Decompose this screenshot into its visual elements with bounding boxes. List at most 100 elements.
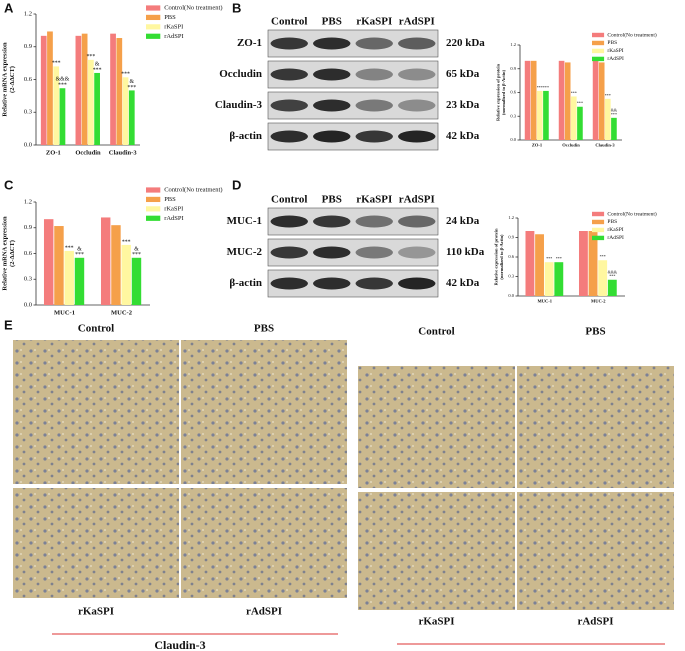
bar xyxy=(54,226,64,305)
y-axis-label: Relative mRNA expression xyxy=(1,216,8,291)
legend-label: Control(No treatment) xyxy=(164,186,222,193)
significance-label: *** xyxy=(122,239,131,245)
blot-band xyxy=(270,215,308,228)
x-tick-label: ZO-1 xyxy=(46,149,61,156)
image-title: rAdSPI xyxy=(577,616,613,628)
significance-label: & xyxy=(130,79,135,85)
blot-band xyxy=(270,130,308,143)
legend-swatch xyxy=(592,211,605,217)
y-tick-label: 0.0 xyxy=(24,301,32,308)
blot-size-label: 110 kDa xyxy=(446,246,485,258)
y-axis-label: Relative expression of protein xyxy=(493,228,498,285)
blot-band xyxy=(355,37,393,50)
blot-band xyxy=(313,37,351,50)
y-tick-label: 0.6 xyxy=(508,254,514,259)
legend-swatch xyxy=(592,48,605,54)
bar xyxy=(544,262,554,296)
blot-band xyxy=(398,68,436,81)
blot-band xyxy=(355,99,393,112)
significance-label: *** xyxy=(132,252,141,258)
legend-label: rAdSPI xyxy=(607,235,624,241)
bar xyxy=(564,62,571,140)
blot-size-label: 24 kDa xyxy=(446,215,480,227)
legend-label: rAdSPI xyxy=(164,33,184,40)
legend-label: rKaSPI xyxy=(607,48,623,54)
legend-swatch xyxy=(592,32,605,38)
y-axis-sublabel: (2-ΔΔCT) xyxy=(9,240,16,267)
legend-label: PBS xyxy=(164,14,176,21)
bar xyxy=(128,90,135,145)
bar xyxy=(571,96,577,140)
significance-label: *** xyxy=(52,61,61,67)
y-tick-label: 0.6 xyxy=(510,90,516,95)
group-label: Claudin-3 xyxy=(154,638,205,651)
bar xyxy=(74,257,85,305)
y-tick-label: 0.3 xyxy=(508,274,514,279)
significance-label: *** xyxy=(127,85,136,91)
legend-swatch xyxy=(146,196,161,203)
significance-label: *** xyxy=(537,85,543,90)
y-tick-label: 1.2 xyxy=(24,10,32,17)
panel-label: C xyxy=(4,177,14,192)
x-tick-label: Claudin-3 xyxy=(595,142,615,147)
x-tick-label: ZO-1 xyxy=(532,142,543,147)
y-tick-label: 1.2 xyxy=(510,42,516,47)
significance-label: &&& xyxy=(56,77,70,83)
blot-band xyxy=(270,246,308,259)
bar xyxy=(598,260,608,296)
blot-band xyxy=(313,68,351,81)
significance-label: *** xyxy=(93,67,102,73)
y-tick-label: 0.3 xyxy=(24,109,32,116)
legend-label: rKaSPI xyxy=(164,205,183,212)
y-tick-label: 0.0 xyxy=(24,141,32,148)
y-tick-label: 0.9 xyxy=(508,235,514,240)
group-label: MUC-2 xyxy=(497,648,536,651)
blot-band xyxy=(355,277,393,290)
bar xyxy=(592,60,599,141)
blot-protein-label: β-actin xyxy=(229,130,262,142)
bar xyxy=(64,250,74,305)
histology-image xyxy=(517,492,674,610)
image-title: PBS xyxy=(585,326,605,338)
legend-swatch xyxy=(592,227,605,233)
blot-band xyxy=(355,246,393,259)
bar xyxy=(588,231,598,296)
significance-label: *** xyxy=(86,54,95,60)
legend-label: rKaSPI xyxy=(607,227,623,233)
bar xyxy=(598,62,605,140)
blot-band xyxy=(398,99,436,112)
bar xyxy=(59,88,66,145)
significance-label: &&& xyxy=(608,270,618,275)
bar xyxy=(94,72,100,145)
legend-swatch xyxy=(146,33,161,39)
blot-band xyxy=(355,215,393,228)
bar xyxy=(530,60,537,141)
blot-size-label: 23 kDa xyxy=(446,99,480,111)
x-tick-label: Occludin xyxy=(75,149,101,156)
legend-swatch xyxy=(592,219,605,225)
y-tick-label: 0.0 xyxy=(508,293,514,298)
bar xyxy=(47,31,53,145)
bar xyxy=(53,66,60,145)
legend-swatch xyxy=(592,40,605,46)
blot-band xyxy=(313,277,351,290)
blot-band xyxy=(270,68,308,81)
blot-band xyxy=(313,99,351,112)
legend-label: rAdSPI xyxy=(164,215,184,222)
histology-image xyxy=(13,488,179,598)
legend-label: PBS xyxy=(164,196,176,203)
bar xyxy=(43,219,54,305)
blot-band xyxy=(355,130,393,143)
bar xyxy=(88,59,94,145)
lane-label: Control xyxy=(271,194,307,206)
legend-swatch xyxy=(146,5,161,11)
blot-band xyxy=(313,215,351,228)
bar xyxy=(524,60,531,141)
legend-label: PBS xyxy=(607,40,617,46)
lane-label: Control xyxy=(271,16,307,28)
significance-label: && xyxy=(611,108,618,113)
bar xyxy=(131,257,142,305)
bar xyxy=(111,225,121,305)
bar xyxy=(116,38,123,146)
